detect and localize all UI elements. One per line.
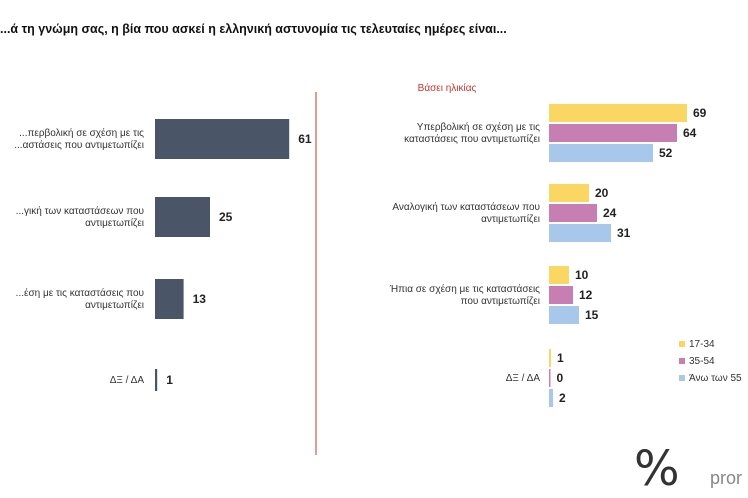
category-label-age-2: Ήπια σε σχέση με τις καταστάσεις	[389, 283, 540, 295]
value-label-total-3: 1	[166, 373, 173, 387]
legend-swatch-35-54	[679, 358, 685, 364]
value-label-35-54-0: 64	[683, 126, 697, 140]
value-label-17-34-0: 69	[693, 106, 707, 120]
bar-55plus-3	[549, 389, 553, 407]
value-label-55plus-0: 52	[659, 146, 673, 160]
value-label-55plus-1: 31	[617, 226, 631, 240]
logo-text: pror	[710, 468, 742, 488]
chart-title: ...ά τη γνώμη σας, η βία που ασκεί η ελλ…	[0, 22, 507, 36]
bar-35-54-1	[549, 204, 597, 222]
bar-55plus-0	[549, 144, 653, 162]
bar-total-0	[155, 119, 290, 159]
value-label-35-54-3: 0	[557, 371, 564, 385]
bar-17-34-0	[549, 104, 687, 122]
bar-17-34-1	[549, 184, 589, 202]
legend-label-17-34: 17-34	[689, 339, 715, 350]
bar-total-2	[155, 279, 184, 319]
total-bar-chart: 61 ...περβολική σε σχέση με τις...αστάσει…	[14, 119, 312, 391]
category-label-total-2: ...έση με τις καταστάσεις που	[16, 287, 144, 299]
bar-17-34-2	[549, 266, 569, 284]
value-label-35-54-1: 24	[603, 206, 617, 220]
legend-swatch-55plus	[679, 375, 685, 381]
value-label-55plus-3: 2	[559, 391, 566, 405]
bar-55plus-1	[549, 224, 611, 242]
value-label-17-34-2: 10	[575, 268, 589, 282]
value-label-total-1: 25	[219, 210, 233, 224]
category-label-age-2: που αντιμετωπίζει	[461, 295, 540, 307]
logo-mark: %	[634, 441, 680, 497]
category-label-age-1: Αναλογική των καταστάσεων που	[392, 201, 540, 213]
value-label-total-0: 61	[298, 132, 312, 146]
bar-35-54-3	[549, 369, 551, 387]
bar-55plus-2	[549, 306, 579, 324]
age-bar-chart: Βάσει ηλικίας 69 64 52 Υπερβολική σε σχέση μ…	[389, 82, 707, 407]
category-label-age-1: αντιμετωπίζει	[481, 213, 540, 225]
chart-legend: 17-34 35-54 Άνω των 55	[679, 339, 742, 384]
age-chart-subtitle: Βάσει ηλικίας	[418, 82, 477, 94]
bar-total-3	[155, 369, 158, 391]
category-label-age-3: ΔΞ / ΔΑ	[506, 373, 541, 384]
value-label-35-54-2: 12	[579, 288, 593, 302]
category-label-total-0: ...περβολική σε σχέση με τις	[19, 127, 144, 139]
legend-label-35-54: 35-54	[689, 356, 715, 367]
category-label-age-0: καταστάσεις που αντιμετωπίζει	[404, 133, 540, 145]
category-label-total-1: αντιμετωπίζει	[85, 217, 144, 229]
category-label-age-0: Υπερβολική σε σχέση με τις	[417, 121, 540, 133]
logo: % pror	[634, 441, 742, 497]
bar-total-1	[155, 197, 210, 237]
legend-label-55plus: Άνω των 55	[689, 373, 742, 384]
legend-swatch-17-34	[679, 341, 685, 347]
value-label-17-34-3: 1	[557, 351, 564, 365]
category-label-total-3: ΔΞ / ΔΑ	[110, 375, 145, 386]
value-label-total-2: 13	[193, 292, 207, 306]
value-label-17-34-1: 20	[595, 186, 609, 200]
category-label-total-0: ...αστάσεις που αντιμετωπίζει	[14, 139, 144, 151]
category-label-total-1: ...γική των καταστάσεων που	[16, 205, 144, 217]
value-label-55plus-2: 15	[585, 308, 599, 322]
bar-35-54-2	[549, 286, 573, 304]
bar-35-54-0	[549, 124, 677, 142]
category-label-total-2: αντιμετωπίζει	[85, 299, 144, 311]
bar-17-34-3	[549, 349, 551, 367]
